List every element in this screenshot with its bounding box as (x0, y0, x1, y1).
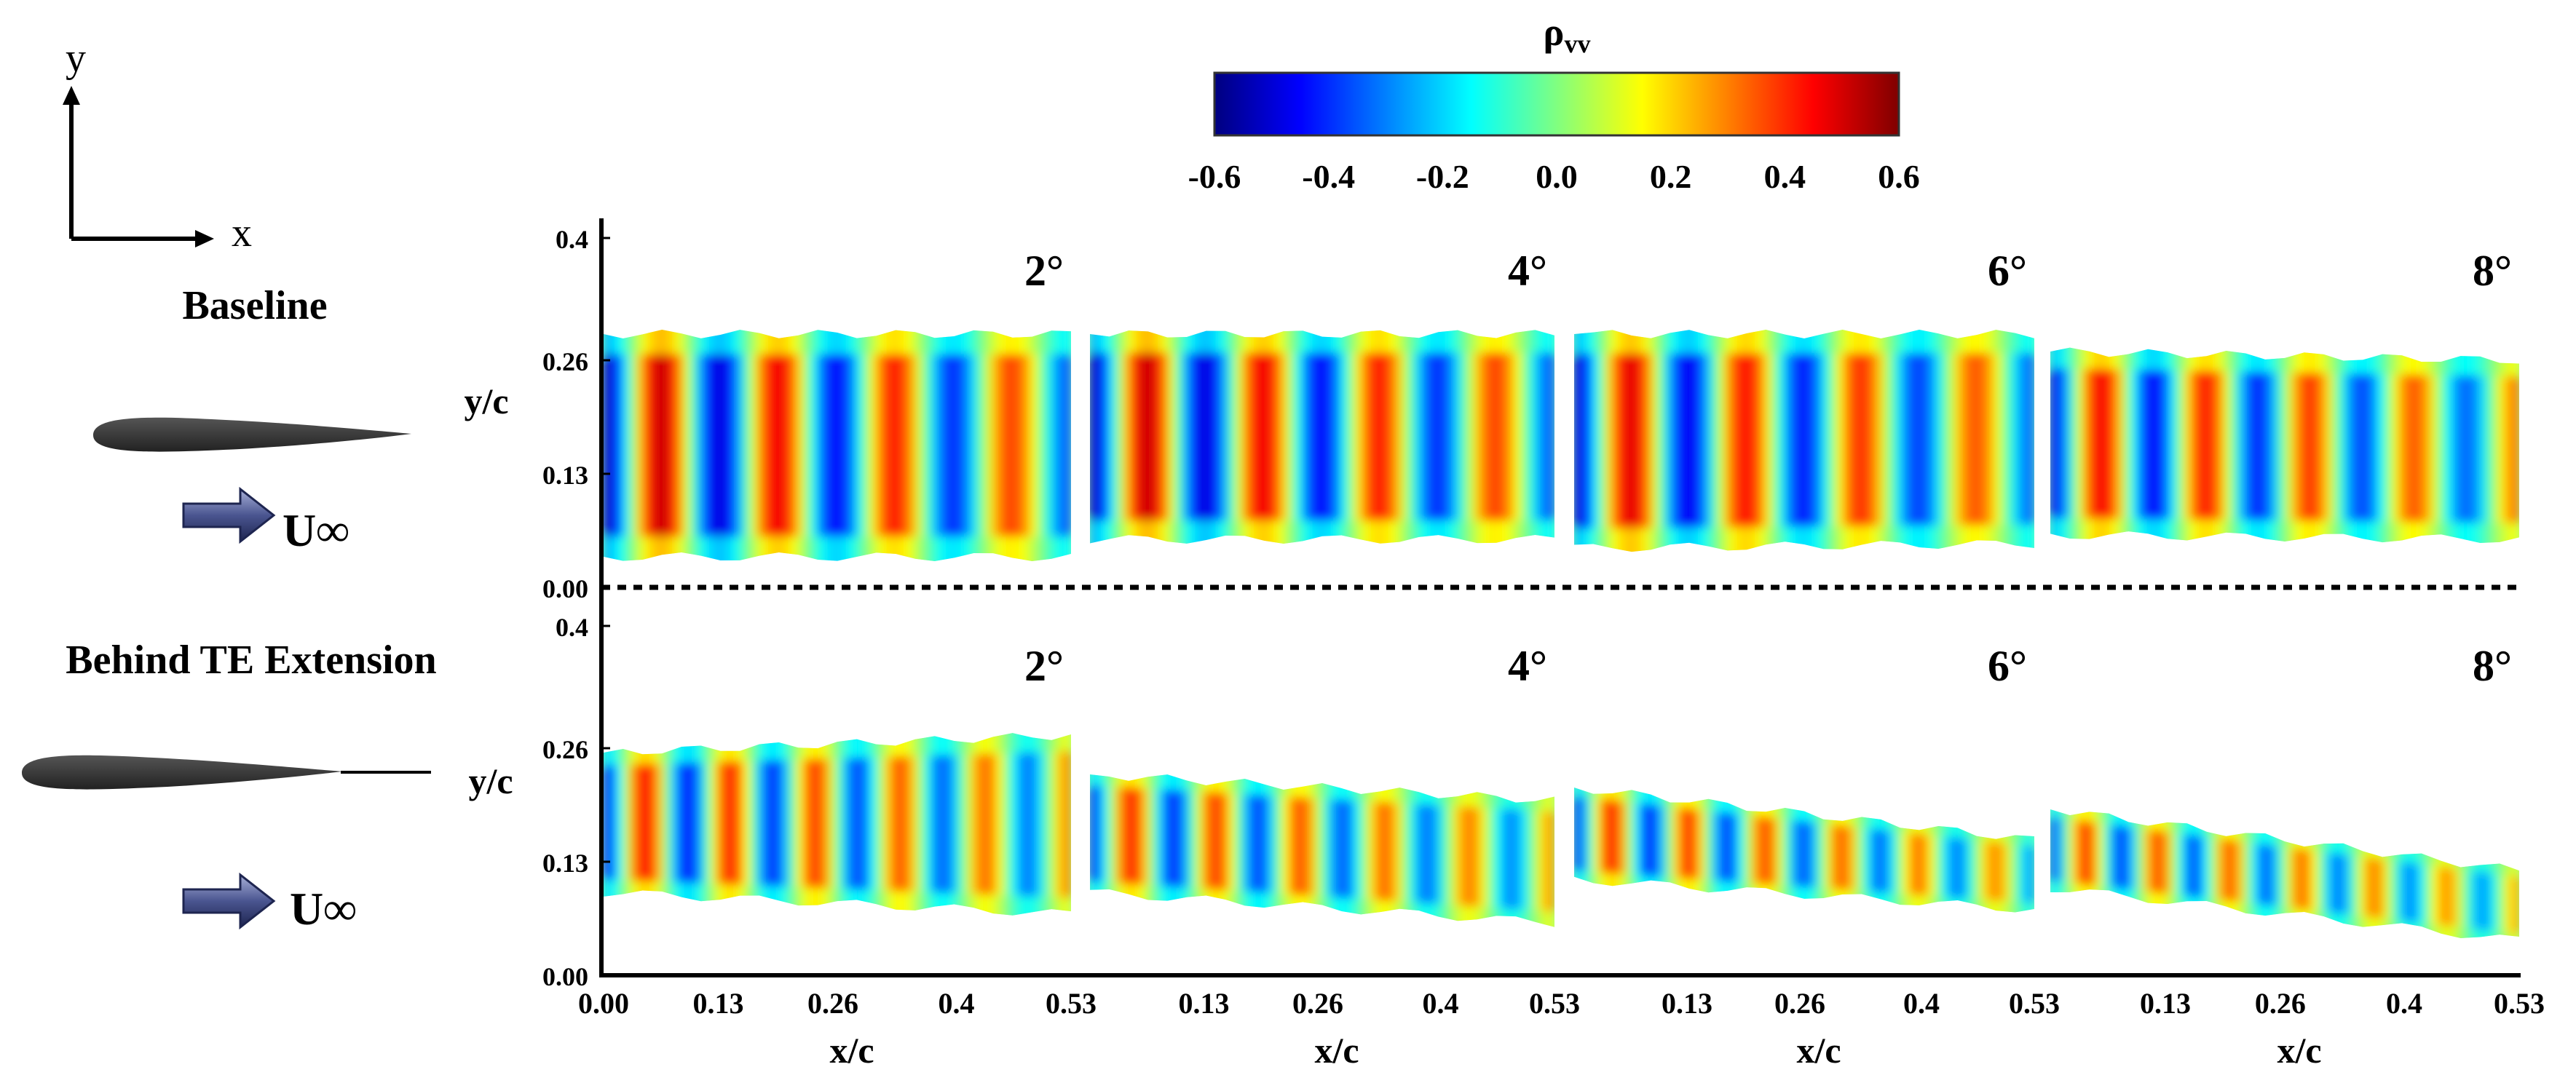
heatmap-panel (604, 330, 1071, 561)
plot-area: 0.40.260.130.000.40.260.130.00 0.00 0.13 0… (464, 218, 2545, 1071)
heatmap-panel (1090, 330, 1554, 544)
angle-label: 6° (1988, 247, 2027, 295)
x-tick-label: 0.4 (939, 987, 975, 1020)
y-tick-label: 0.26 (542, 347, 588, 376)
angle-label: 2° (1024, 642, 1064, 690)
heatmap-panel (1574, 330, 2034, 552)
angle-label: 4° (1508, 247, 1547, 295)
x-tick-label: 0.4 (2386, 987, 2422, 1020)
x-tick-label: 0.53 (2494, 987, 2545, 1020)
y-tick-label: 0.4 (556, 613, 588, 642)
colorbar-tick-label: 0.6 (1878, 158, 1920, 195)
angle-label: 2° (1024, 247, 1064, 295)
x-tick-label: 0.13 (1178, 987, 1229, 1020)
baseline-label: Baseline (182, 283, 327, 328)
x-axis-label: x/c (1314, 1030, 1359, 1071)
colorbar-tick-label: 0.4 (1764, 158, 1806, 195)
x-tick-label: 0.53 (1046, 987, 1097, 1020)
colorbar-tick-label: -0.4 (1302, 158, 1355, 195)
x-tick-label: 0.13 (1662, 987, 1712, 1020)
x-axis-glyph-label: x (232, 210, 252, 255)
x-tick-label: 0.26 (807, 987, 858, 1020)
heatmap-panel (1574, 787, 2034, 913)
freestream-label: U∞ (283, 504, 349, 556)
colorbar-title: ρvv (1544, 10, 1591, 58)
colorbar: ρvv -0.6 -0.4 -0.2 0.0 0.2 0.4 0.6 (1188, 10, 1920, 195)
x-tick-label: 0.26 (1292, 987, 1343, 1020)
y-tick-label: 0.00 (542, 962, 588, 991)
x-tick-label: 0.4 (1903, 987, 1940, 1020)
te-extension-legend: Behind TE Extension U∞ (22, 638, 437, 935)
x-axis-label: x/c (1796, 1030, 1841, 1071)
x-tick-label: 0.4 (1423, 987, 1459, 1020)
angle-label: 6° (1988, 642, 2027, 690)
colorbar-tick-label: 0.2 (1650, 158, 1692, 195)
angle-label: 8° (2473, 642, 2512, 690)
colorbar-tick-label: 0.0 (1536, 158, 1578, 195)
x-tick-label: 0.26 (1774, 987, 1825, 1020)
y-axis-labels: y/c y/c (464, 381, 513, 801)
y-tick-label: 0.26 (542, 735, 588, 764)
flow-arrow-icon (182, 486, 276, 544)
x-tick-label: 0.53 (1529, 987, 1580, 1020)
y-tick-label: 0.13 (542, 849, 588, 878)
y-tick-label: 0.00 (542, 574, 588, 603)
heatmap-panel (604, 733, 1071, 916)
y-tick-label: 0.13 (542, 461, 588, 490)
x-tick-label: 0.13 (2140, 987, 2191, 1020)
airfoil-te-extension-icon (22, 755, 342, 790)
coordinate-axes-icon: y x (63, 36, 252, 255)
te-extension-label: Behind TE Extension (66, 638, 436, 683)
y-axis-glyph-label: y (66, 36, 86, 81)
y-tick-labels: 0.4 0.26 0.13 0.00 0.4 0.26 0.13 0.00 (542, 225, 610, 991)
colorbar-gradient (1213, 71, 1900, 137)
freestream-label: U∞ (290, 883, 357, 935)
y-axis-label: y/c (468, 761, 513, 801)
flow-arrow-icon (182, 872, 276, 930)
angle-label: 4° (1508, 642, 1547, 690)
x-axis-label: x/c (829, 1030, 874, 1071)
heatmap-panels (604, 330, 2519, 938)
x-tick-label: 0.00 (578, 987, 629, 1020)
colorbar-tick-label: -0.6 (1188, 158, 1241, 195)
baseline-legend: Baseline U∞ (93, 283, 411, 556)
x-axis-label: x/c (2277, 1030, 2321, 1071)
y-axis-label: y/c (464, 381, 508, 421)
angle-label: 8° (2473, 247, 2512, 295)
x-tick-label: 0.13 (692, 987, 743, 1020)
angle-labels: 2° 4° 6° 8° 2° 4° 6° 8° (1024, 247, 2512, 690)
colorbar-tick-label: -0.2 (1416, 158, 1469, 195)
x-axis-labels: x/c x/c x/c x/c (829, 1030, 2321, 1071)
y-tick-label: 0.4 (556, 225, 588, 254)
heatmap-panel (1090, 774, 1554, 927)
heatmap-panel (2050, 809, 2519, 938)
heatmap-panel (2050, 347, 2519, 544)
airfoil-baseline-icon (93, 417, 411, 452)
colorbar-ticks: -0.6 -0.4 -0.2 0.0 0.2 0.4 0.6 (1188, 158, 1920, 195)
x-tick-label: 0.53 (2009, 987, 2060, 1020)
x-tick-label: 0.26 (2255, 987, 2306, 1020)
x-tick-labels: 0.00 0.13 0.26 0.4 0.53 0.13 0.26 0.4 0.53 0.13 0.… (578, 987, 2545, 1020)
